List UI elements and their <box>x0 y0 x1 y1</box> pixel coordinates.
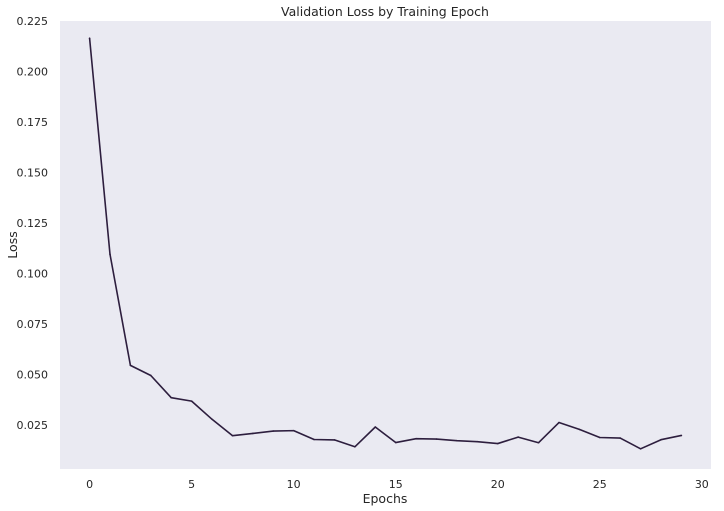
data-point <box>272 430 275 432</box>
x-tick-label: 10 <box>287 478 301 491</box>
data-point <box>129 364 132 367</box>
plot-area <box>60 21 711 469</box>
data-point <box>211 418 213 421</box>
data-point <box>333 439 336 441</box>
y-tick-label: 0.025 <box>17 419 49 432</box>
data-point <box>476 440 479 443</box>
series-layer <box>88 37 683 450</box>
data-point <box>415 437 417 440</box>
y-tick-label: 0.075 <box>17 318 49 331</box>
data-point <box>639 448 642 450</box>
chart-title: Validation Loss by Training Epoch <box>281 4 489 19</box>
x-tick-label: 15 <box>389 478 403 491</box>
data-point <box>537 441 540 444</box>
x-tick-label: 0 <box>86 478 93 491</box>
data-point <box>578 428 581 431</box>
series-line <box>88 38 682 450</box>
y-tick-label: 0.200 <box>17 65 49 78</box>
x-tick-label: 30 <box>695 478 709 491</box>
data-point <box>394 441 397 444</box>
data-point <box>496 442 499 445</box>
x-tick-label: 25 <box>593 478 607 491</box>
y-tick-label: 0.225 <box>17 15 49 28</box>
data-point <box>170 396 173 399</box>
data-point <box>109 253 111 256</box>
y-tick-label: 0.125 <box>17 217 49 230</box>
data-point <box>252 432 254 435</box>
data-point <box>88 37 91 39</box>
data-point <box>354 445 356 448</box>
data-point <box>292 429 295 432</box>
y-tick-label: 0.175 <box>17 116 49 129</box>
data-point <box>517 436 519 438</box>
y-axis-label: Loss <box>5 231 20 258</box>
x-tick-label: 20 <box>491 478 505 491</box>
y-axis-ticks: 0.025 0.050 0.075 0.100 0.125 0.150 0.175 0.200… <box>17 15 49 432</box>
data-point <box>680 434 683 437</box>
data-point <box>150 374 152 377</box>
x-axis-label: Epochs <box>363 491 408 506</box>
y-tick-label: 0.050 <box>17 368 49 381</box>
data-point <box>598 436 601 439</box>
y-tick-label: 0.100 <box>17 267 49 280</box>
data-point <box>456 439 458 442</box>
data-point <box>619 437 621 439</box>
data-point <box>558 421 560 424</box>
y-tick-label: 0.150 <box>17 166 49 179</box>
data-point <box>231 434 234 437</box>
x-axis-ticks: 0 5 10 15 20 25 30 <box>86 478 709 491</box>
x-tick-label: 5 <box>188 478 195 491</box>
data-point <box>435 438 438 440</box>
data-point <box>190 400 193 402</box>
data-point <box>660 438 662 441</box>
data-point <box>374 426 377 428</box>
data-point <box>313 438 315 441</box>
